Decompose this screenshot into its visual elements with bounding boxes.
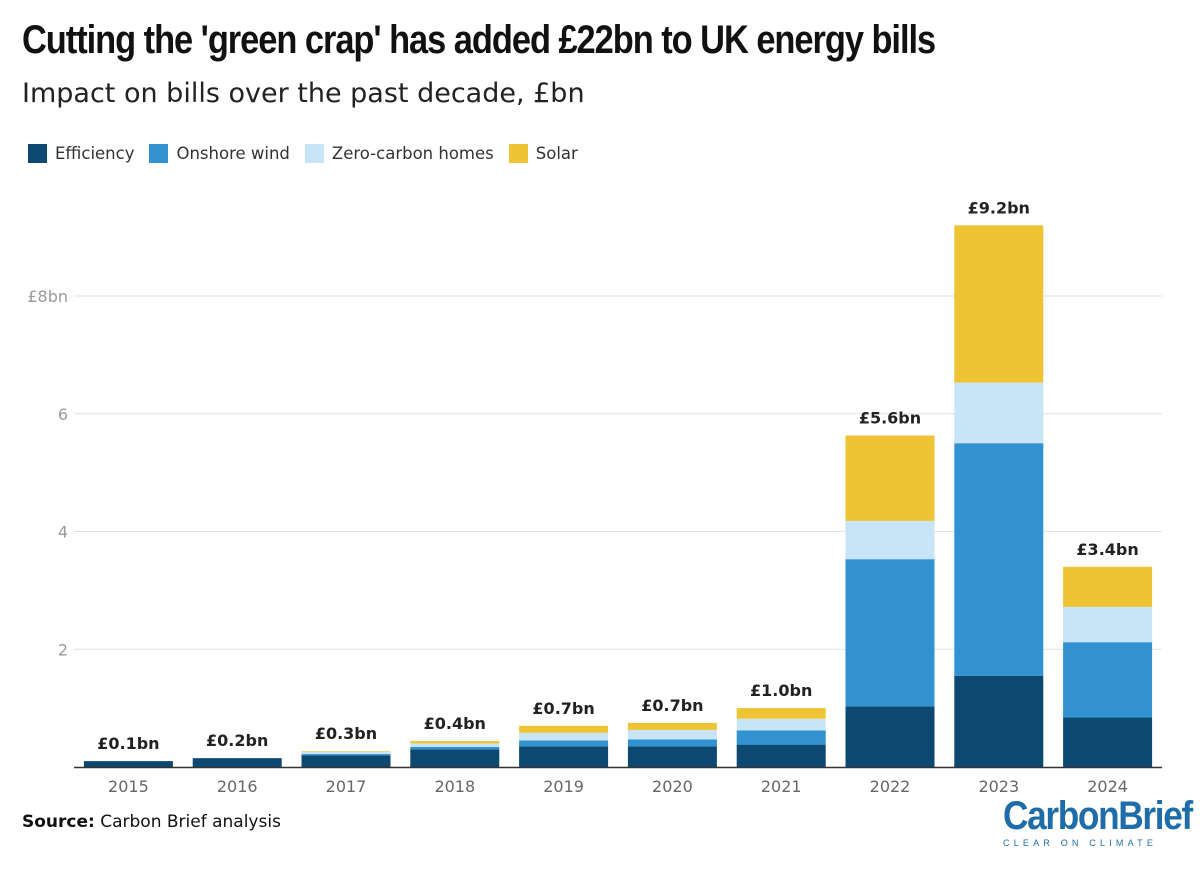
x-tick-label: 2015 [108, 777, 149, 796]
bar-segment-solar [845, 435, 935, 521]
legend-item-efficiency: Efficiency [28, 144, 134, 163]
x-tick-label: 2023 [978, 777, 1019, 796]
legend-label-onshore-wind: Onshore wind [176, 144, 290, 163]
x-tick-label: 2020 [652, 777, 693, 796]
legend-item-zero-carbon-homes: Zero-carbon homes [304, 144, 494, 163]
bar-segment-efficiency [519, 746, 609, 767]
bar-total-label: £0.7bn [641, 696, 703, 715]
legend-swatch-solar [508, 144, 528, 163]
bar-segment-efficiency [845, 706, 935, 767]
bar-segment-solar [627, 722, 717, 730]
bar-total-label: £3.4bn [1076, 540, 1138, 559]
logo-wordmark: CarbonBrief [1003, 794, 1193, 838]
x-tick-label: 2024 [1087, 777, 1128, 796]
bar-segment-solar [736, 708, 826, 719]
source-text: Carbon Brief analysis [94, 812, 281, 832]
chart-subtitle: Impact on bills over the past decade, £b… [22, 78, 585, 109]
legend-item-onshore-wind: Onshore wind [149, 144, 290, 163]
bar-segment-zero-carbon-homes [627, 729, 717, 740]
bar-total-label: £0.3bn [315, 724, 377, 743]
bar-segment-onshore-wind [410, 746, 500, 750]
bar-segment-solar [410, 741, 500, 744]
bar-segment-efficiency [83, 761, 173, 767]
bar-segment-zero-carbon-homes [410, 743, 500, 747]
bar-segment-onshore-wind [845, 559, 935, 707]
legend-label-efficiency: Efficiency [55, 144, 135, 163]
x-tick-label: 2022 [870, 777, 911, 796]
x-tick-label: 2016 [217, 777, 258, 796]
chart-title: Cutting the 'green crap' has added £22bn… [22, 18, 936, 62]
bar-segment-zero-carbon-homes [736, 718, 826, 731]
bar-total-label: £0.7bn [532, 699, 594, 718]
bar-total-label: £9.2bn [968, 198, 1030, 217]
logo-tagline: CLEAR ON CLIMATE [1003, 838, 1158, 848]
bar-segment-zero-carbon-homes [301, 751, 391, 755]
bar-segment-efficiency [192, 758, 282, 767]
y-tick-label: 6 [58, 405, 68, 424]
bar-segment-efficiency [301, 755, 391, 767]
bar-total-label: £0.4bn [424, 714, 486, 733]
legend-label-solar: Solar [535, 144, 578, 163]
x-tick-label: 2018 [434, 777, 475, 796]
bar-segment-solar [1063, 566, 1153, 607]
bar-segment-efficiency [410, 749, 500, 767]
y-tick-label: 2 [58, 640, 68, 659]
bar-segment-solar [301, 751, 391, 752]
x-tick-label: 2019 [543, 777, 584, 796]
legend-swatch-onshore-wind [149, 144, 169, 163]
bar-segment-efficiency [1063, 717, 1153, 767]
bar-segment-onshore-wind [627, 739, 717, 747]
y-tick-label: 4 [58, 523, 68, 542]
carbon-brief-logo: CarbonBrief CLEAR ON CLIMATE [1003, 794, 1193, 848]
bar-segment-solar [954, 225, 1044, 383]
bar-total-label: £1.0bn [750, 681, 812, 700]
bar-segment-zero-carbon-homes [845, 520, 935, 560]
x-tick-label: 2017 [326, 777, 367, 796]
bar-segment-efficiency [954, 675, 1044, 767]
source-note: Source: Carbon Brief analysis [22, 812, 281, 832]
bar-segment-zero-carbon-homes [1063, 606, 1153, 643]
bar-total-label: £0.1bn [97, 734, 159, 753]
bar-segment-onshore-wind [301, 754, 391, 756]
x-tick-label: 2021 [761, 777, 802, 796]
bar-total-label: £5.6bn [859, 409, 921, 428]
legend-swatch-efficiency [28, 144, 47, 163]
y-tick-label: £8bn [27, 287, 68, 306]
bar-segment-onshore-wind [954, 443, 1044, 676]
bar-segment-efficiency [736, 744, 826, 767]
source-label: Source: [22, 812, 95, 832]
bar-segment-zero-carbon-homes [954, 382, 1044, 444]
legend-swatch-zero-carbon-homes [304, 144, 324, 163]
bar-segment-zero-carbon-homes [519, 732, 609, 741]
legend-item-solar: Solar [508, 144, 578, 163]
bar-segment-efficiency [627, 746, 717, 767]
bar-segment-onshore-wind [736, 730, 826, 745]
bar-segment-onshore-wind [519, 740, 609, 747]
bar-segment-solar [519, 725, 609, 733]
legend: Efficiency Onshore wind Zero-carbon home… [28, 144, 593, 163]
bar-total-label: £0.2bn [206, 731, 268, 750]
legend-label-zero-carbon-homes: Zero-carbon homes [331, 144, 494, 163]
bar-segment-onshore-wind [1063, 642, 1153, 718]
